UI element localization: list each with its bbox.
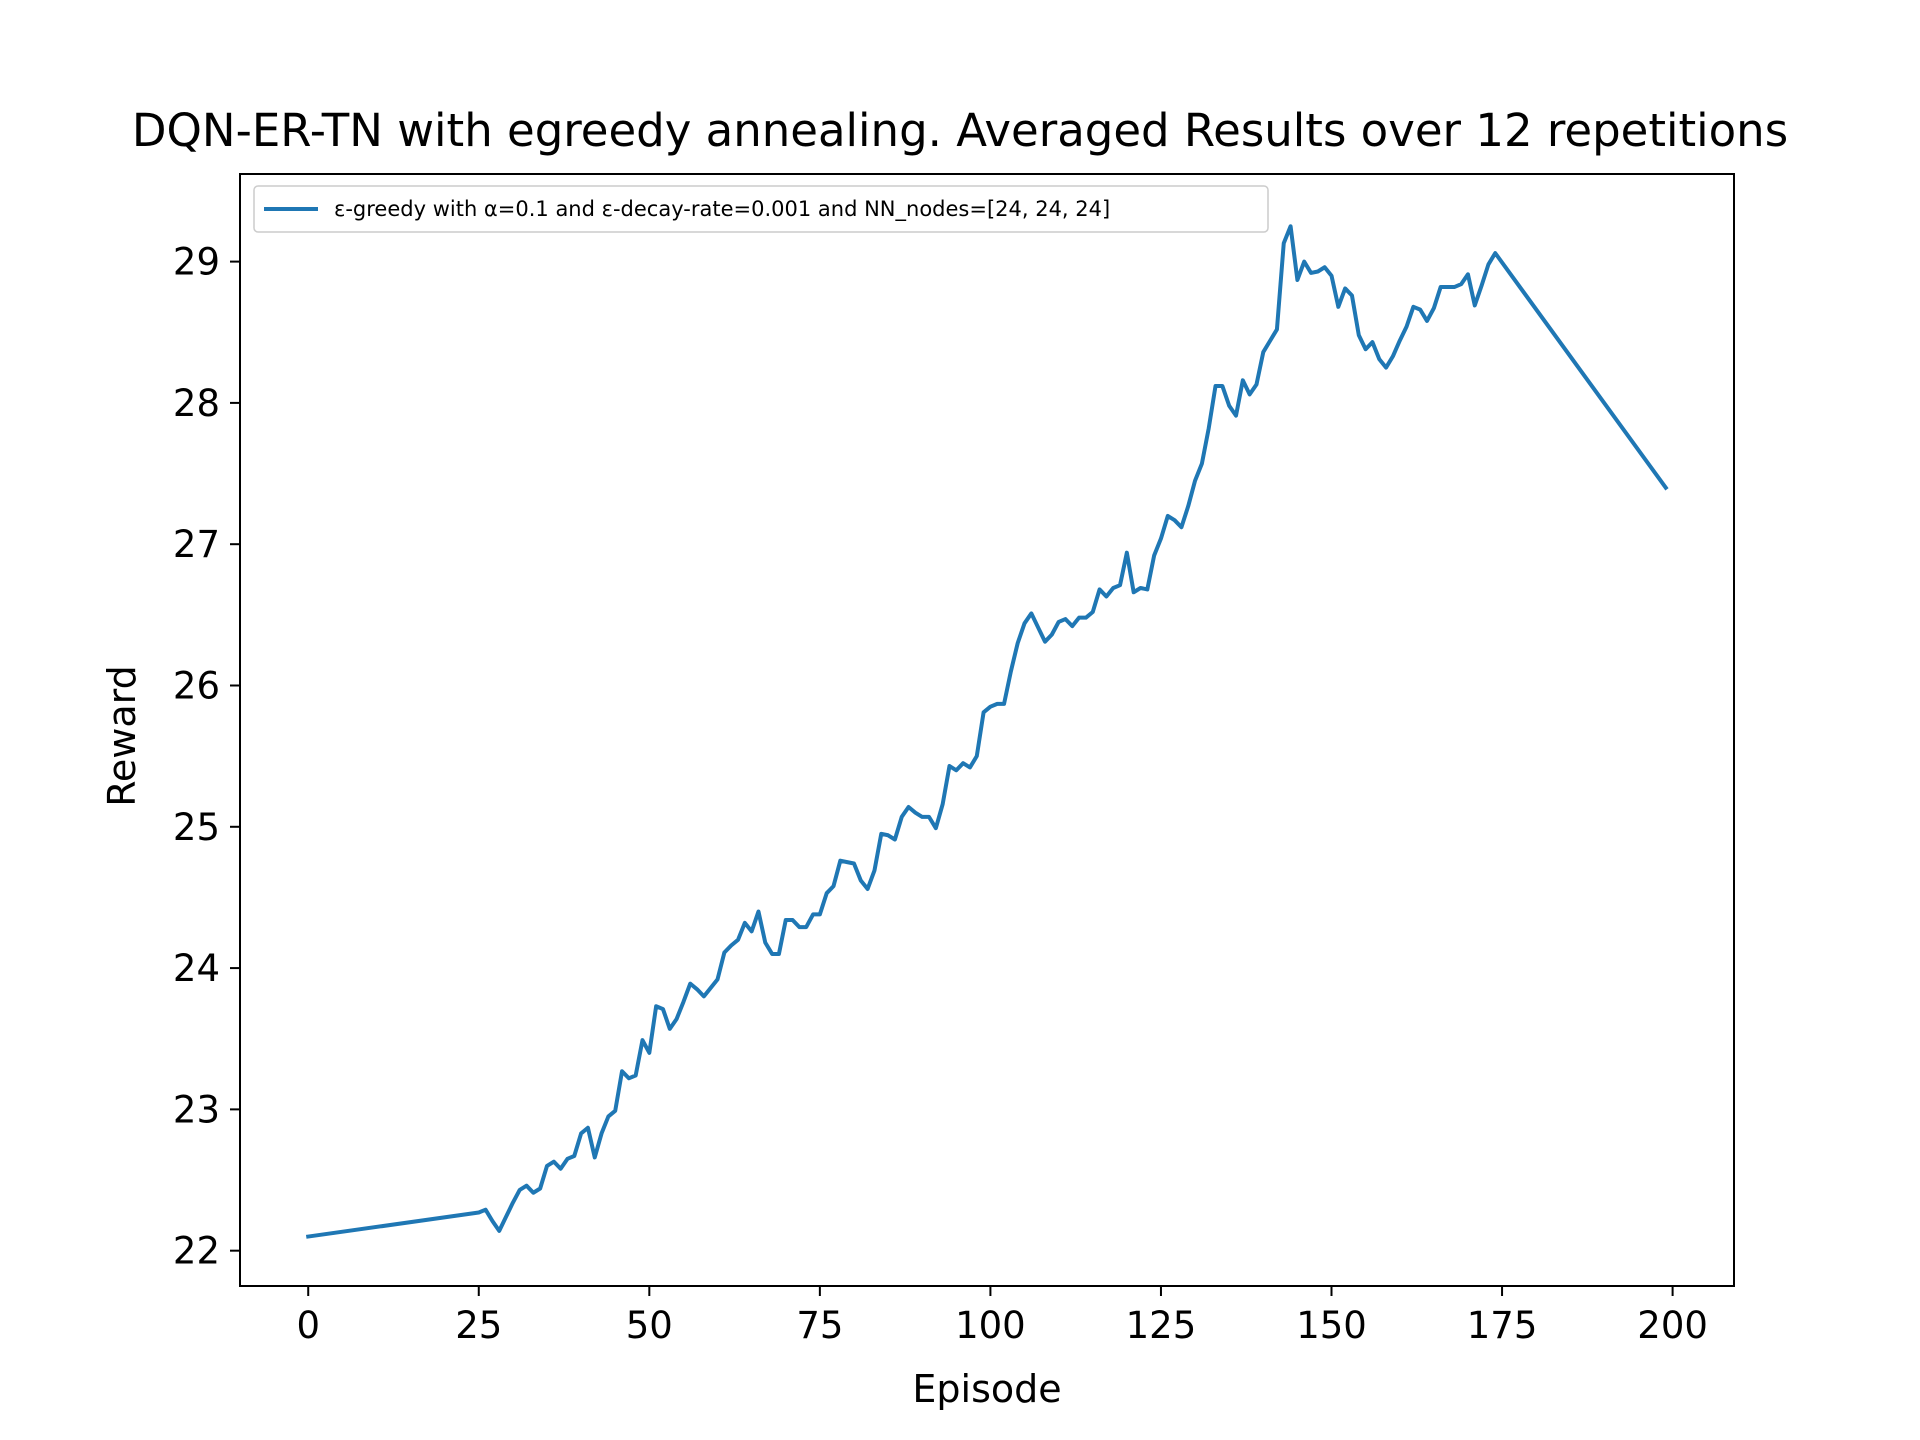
legend: ε-greedy with α=0.1 and ε-decay-rate=0.0…: [253, 185, 1269, 233]
x-tick-label: 200: [1637, 1304, 1708, 1347]
y-tick-label: 28: [173, 382, 220, 425]
x-tick-label: 25: [455, 1304, 502, 1347]
x-axis-label: Episode: [912, 1367, 1061, 1411]
x-tick-label: 0: [296, 1304, 320, 1347]
x-tick-label: 50: [626, 1304, 673, 1347]
plot-area: [305, 224, 1669, 1239]
x-tick-label: 100: [955, 1304, 1026, 1347]
y-tick-label: 24: [173, 947, 220, 990]
x-tick-label: 125: [1126, 1304, 1197, 1347]
y-tick-label: 25: [173, 806, 220, 849]
x-tick-label: 75: [796, 1304, 843, 1347]
x-tick-label: 150: [1296, 1304, 1367, 1347]
y-tick-label: 27: [173, 523, 220, 566]
x-tick-label: 175: [1467, 1304, 1538, 1347]
y-axis: 22 23 24 25 26 27 28 29: [173, 241, 240, 1273]
x-axis: 0 25 50 75 100 125 150 175 200: [296, 1286, 1708, 1347]
series-line-0: [305, 224, 1669, 1239]
y-tick-label: 22: [173, 1230, 220, 1273]
legend-entry-label: ε-greedy with α=0.1 and ε-decay-rate=0.0…: [334, 197, 1110, 222]
axes-frame: [239, 173, 1735, 1287]
y-tick-label: 23: [173, 1088, 220, 1131]
legend-box: [253, 185, 1269, 233]
y-tick-label: 26: [173, 664, 220, 707]
chart-title: DQN-ER-TN with egreedy annealing. Averag…: [132, 104, 1788, 157]
y-axis-label: Reward: [100, 665, 144, 807]
y-tick-label: 29: [173, 241, 220, 284]
